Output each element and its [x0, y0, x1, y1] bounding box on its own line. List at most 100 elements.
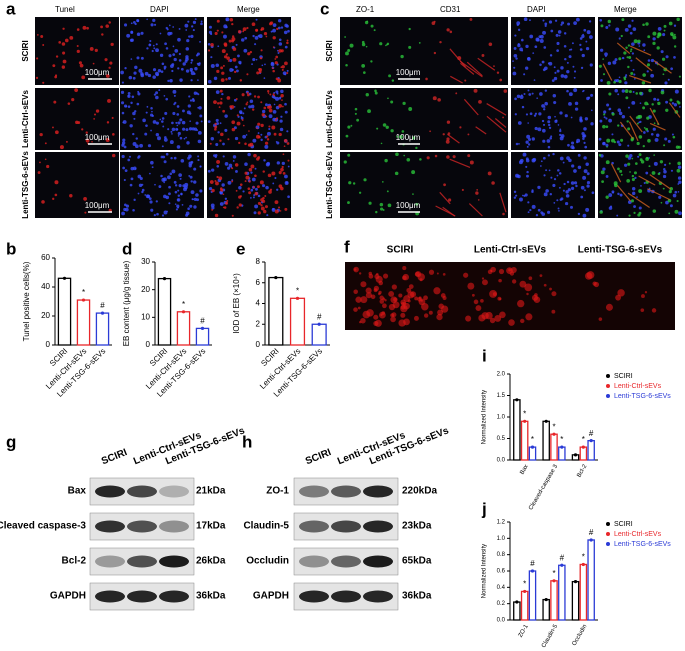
cell-dot	[446, 120, 451, 124]
cell-dot	[167, 175, 171, 180]
cell-dot	[605, 143, 609, 147]
eb-signal	[383, 273, 389, 279]
eb-signal	[442, 296, 447, 301]
bar-point	[552, 579, 556, 583]
cell-dot	[210, 56, 213, 59]
cell-dot	[558, 172, 562, 175]
cell-dot	[249, 50, 253, 54]
cell-dot	[388, 74, 392, 78]
eb-signal	[398, 319, 406, 327]
cell-dot	[101, 33, 104, 36]
cell-dot	[352, 182, 356, 185]
cell-dot	[476, 189, 479, 191]
cell-dot	[137, 174, 142, 179]
significance-mark: #	[530, 559, 535, 568]
cell-dot	[179, 177, 182, 180]
eb-signal	[525, 313, 533, 321]
cell-dot	[525, 113, 529, 116]
cell-dot	[599, 18, 603, 22]
cell-dot	[522, 194, 524, 197]
cell-dot	[418, 42, 421, 44]
cell-dot	[433, 20, 436, 23]
cell-dot	[278, 171, 282, 175]
cell-dot	[149, 200, 153, 204]
cell-dot	[238, 185, 242, 190]
bar-point	[589, 439, 593, 443]
cell-dot	[532, 52, 535, 54]
cell-dot	[560, 74, 565, 78]
eb-signal	[379, 295, 384, 301]
column-header: Tunel	[55, 5, 75, 14]
cell-dot	[131, 95, 135, 99]
blot-band	[299, 520, 329, 533]
eb-signal	[390, 313, 395, 318]
cell-dot	[187, 156, 191, 160]
cell-dot	[656, 98, 660, 102]
cell-dot	[267, 92, 270, 94]
cell-dot	[279, 210, 282, 212]
cell-dot	[577, 165, 582, 170]
cell-dot	[141, 190, 144, 194]
cell-dot	[265, 115, 268, 118]
cell-dot	[576, 138, 581, 143]
significance-mark: #	[560, 553, 565, 562]
eb-signal	[499, 311, 506, 319]
cell-dot	[239, 79, 243, 82]
cell-dot	[125, 204, 130, 208]
cell-dot	[246, 73, 249, 76]
eb-signal	[492, 292, 497, 297]
cell-dot	[151, 49, 154, 53]
cell-dot	[642, 43, 646, 47]
cell-dot	[129, 124, 133, 128]
cell-dot	[278, 38, 282, 42]
cell-dot	[108, 66, 111, 69]
cell-dot	[571, 42, 574, 45]
cell-dot	[146, 47, 149, 50]
cell-dot	[165, 152, 169, 156]
cell-dot	[160, 155, 164, 159]
cell-dot	[171, 69, 174, 73]
cell-dot	[553, 178, 557, 181]
cell-dot	[632, 90, 635, 93]
cell-dot	[638, 153, 642, 157]
cell-dot	[197, 79, 199, 81]
cell-dot	[469, 17, 473, 21]
cell-dot	[54, 130, 59, 135]
cell-dot	[239, 183, 243, 186]
cell-dot	[172, 89, 177, 94]
cell-dot	[36, 33, 39, 36]
cell-dot	[661, 57, 666, 61]
cell-dot	[349, 43, 354, 48]
cell-dot	[286, 41, 289, 45]
eb-signal	[463, 272, 469, 278]
cell-dot	[600, 170, 605, 175]
cell-dot	[663, 167, 666, 171]
significance-mark: *	[531, 435, 534, 444]
y-tick-label: 4	[256, 299, 261, 308]
cell-dot	[623, 76, 626, 79]
eb-signal	[357, 306, 361, 310]
cell-dot	[193, 197, 197, 201]
cell-dot	[556, 41, 560, 45]
bar	[311, 323, 327, 346]
blot-band	[299, 555, 329, 568]
cell-dot	[186, 141, 190, 145]
cell-dot	[267, 90, 270, 93]
legend-label: SCIRI	[614, 521, 633, 528]
cell-dot	[491, 181, 495, 185]
cell-dot	[284, 174, 288, 179]
cell-dot	[265, 162, 270, 167]
column-header: SCIRI	[387, 245, 414, 256]
cell-dot	[199, 165, 202, 168]
cell-dot	[112, 133, 115, 136]
cell-dot	[260, 206, 265, 211]
bar-point	[544, 419, 548, 423]
cell-dot	[582, 33, 584, 36]
cell-dot	[514, 34, 517, 37]
cell-dot	[386, 42, 390, 46]
cell-dot	[210, 203, 215, 208]
cell-dot	[256, 71, 260, 75]
bar	[157, 277, 172, 346]
cell-dot	[650, 73, 655, 78]
cell-dot	[36, 57, 39, 60]
